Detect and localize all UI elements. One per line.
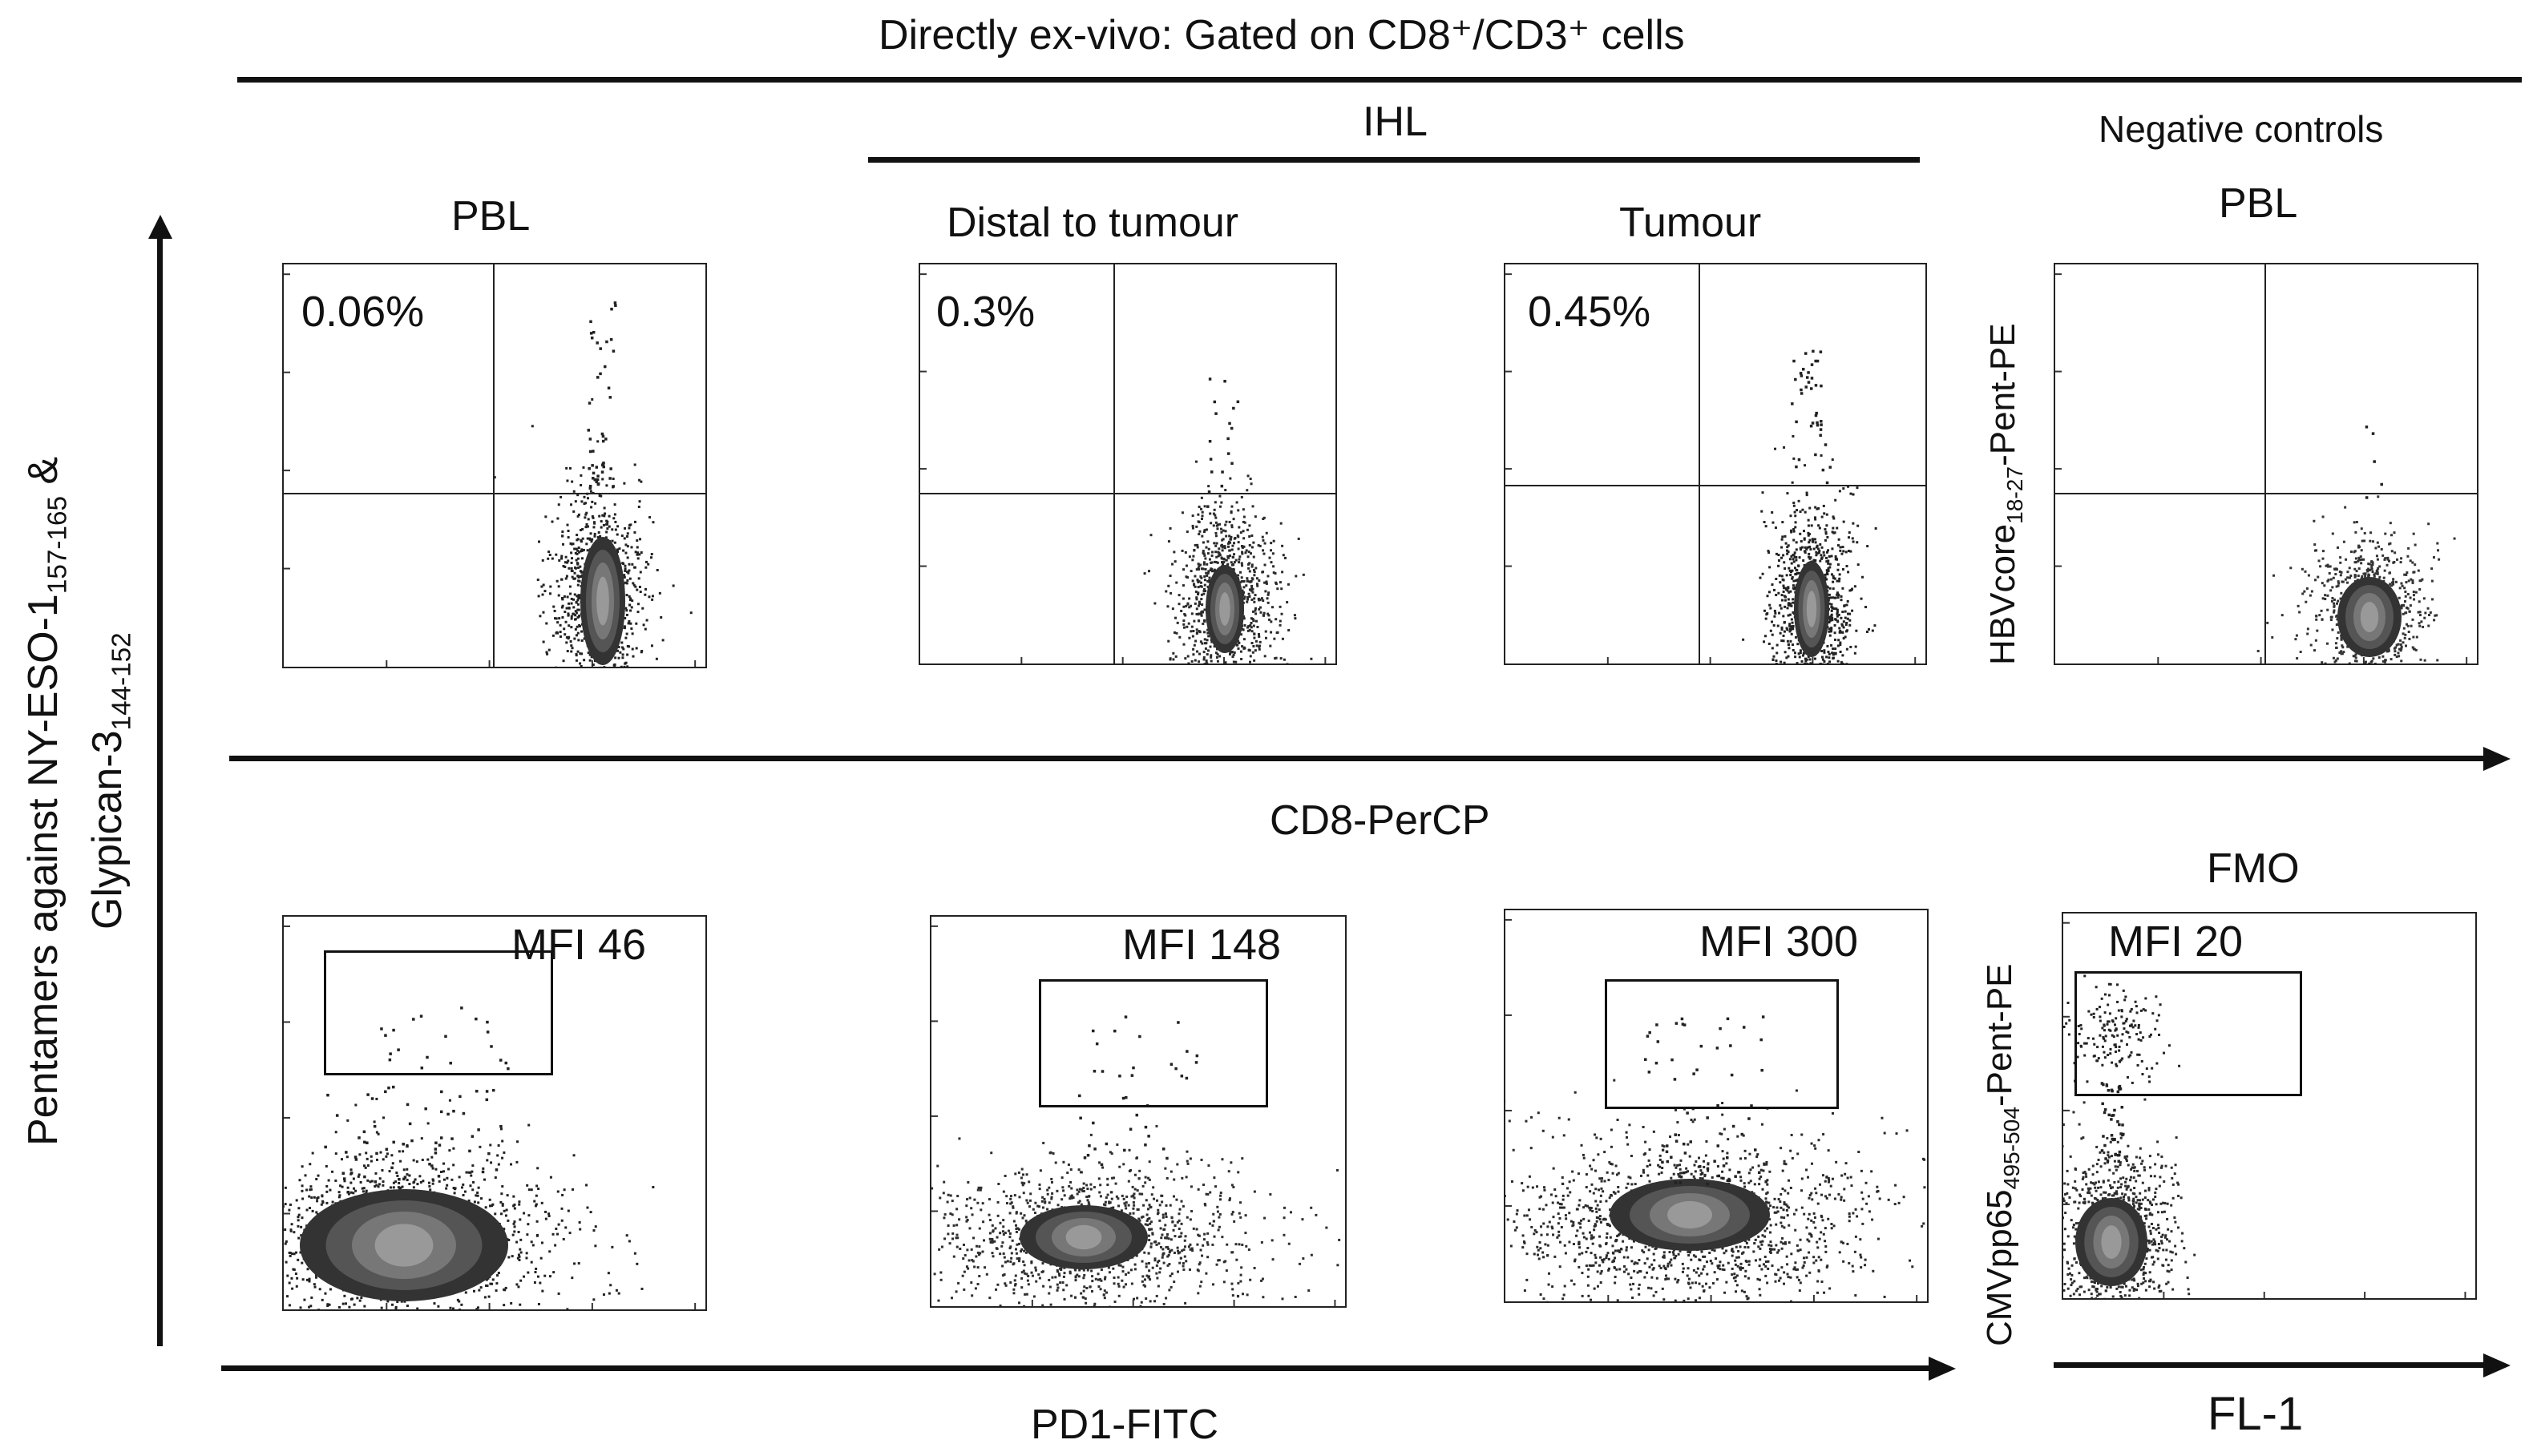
density-core (1610, 1179, 1770, 1251)
plot-tumour-cd8 (1504, 263, 1927, 665)
plot-distal-pd1 (930, 915, 1347, 1308)
panel-title-tumour: Tumour (1619, 200, 1762, 246)
plot-fmo-fl1-svg (2063, 922, 2466, 1298)
density-core (2337, 577, 2402, 657)
bottom-x-axis-arrowhead (1929, 1357, 1956, 1381)
top-x-axis-line (229, 756, 2485, 761)
sparse-events (324, 1085, 503, 1184)
axis-ticks (1505, 273, 1917, 663)
neg-bottom-y-label: CMVpp65495-504-Pent-PE (1980, 963, 2024, 1346)
sparse-events (1791, 349, 1832, 485)
axis-ticks (931, 925, 1336, 1306)
ihl-rule (868, 157, 1920, 163)
fl1-axis-line (2054, 1362, 2485, 1368)
header-rule (237, 77, 2522, 83)
y-axis-label-line1: Pentamers against NY-ESO-1157-165 & (20, 456, 73, 1146)
axis-ticks (2055, 273, 2468, 663)
sparse-events (380, 1006, 510, 1071)
sparse-events (1078, 1094, 1169, 1167)
y-axis-label-line2: Glypican-3144-152 (84, 632, 137, 930)
gate-tumour (1605, 979, 1839, 1109)
gate-distal (1039, 979, 1268, 1107)
plot-pbl-cd8-svg (284, 264, 705, 667)
plot-distal-cd8-svg (920, 264, 1335, 663)
annotation-pbl-pct: 0.06% (301, 288, 425, 336)
top-x-axis-arrowhead (2483, 747, 2511, 771)
sparse-events (587, 301, 617, 488)
plot-neg-pbl-cd8 (2054, 263, 2478, 665)
fl1-axis-arrowhead (2483, 1353, 2511, 1377)
plot-distal-cd8 (919, 263, 1337, 665)
density-core (300, 1189, 508, 1301)
plot-fmo-fl1 (2062, 912, 2477, 1300)
fl1-axis-label: FL-1 (2208, 1388, 2304, 1440)
sparse-events (2365, 426, 2383, 499)
sparse-events (1206, 377, 1240, 508)
y-axis-arrow-line (157, 232, 163, 1346)
plot-pbl-cd8 (282, 263, 707, 668)
gate-fmo (2074, 971, 2302, 1096)
annotation-fmo-mfi: MFI 20 (2108, 918, 2244, 966)
sparse-events (1091, 1015, 1199, 1080)
panel-title-distal: Distal to tumour (947, 200, 1239, 246)
figure-title: Directly ex-vivo: Gated on CD8⁺/CD3⁺ cel… (879, 12, 1685, 58)
negative-controls-label: Negative controls (2099, 108, 2384, 150)
axis-ticks (920, 273, 1327, 663)
neg-top-y-label: HBVcore18-27-Pent-PE (1983, 323, 2027, 665)
top-x-axis-label: CD8-PerCP (1270, 797, 1490, 844)
annotation-tumour-mfi: MFI 300 (1699, 918, 1859, 966)
sparse-events (588, 434, 608, 490)
plot-tumour-pd1-svg (1505, 918, 1926, 1301)
density-core (2075, 1198, 2147, 1286)
density-core (580, 537, 625, 665)
panel-title-neg-pbl: PBL (2219, 180, 2298, 227)
sparse-events (1644, 1015, 1765, 1081)
bottom-x-axis-label: PD1-FITC (1031, 1402, 1218, 1448)
plot-pbl-pd1-svg (284, 925, 697, 1309)
event-cloud (931, 1124, 1341, 1306)
plot-distal-pd1-svg (931, 925, 1341, 1306)
density-core (1794, 561, 1829, 657)
panel-title-fmo: FMO (2207, 845, 2300, 892)
plot-pbl-pd1 (282, 915, 707, 1311)
sparse-events (1661, 1103, 1767, 1186)
panel-title-pbl: PBL (451, 193, 531, 240)
gate-pbl (324, 950, 553, 1075)
axis-ticks (1505, 918, 1918, 1301)
plot-neg-pbl-cd8-svg (2055, 264, 2477, 663)
annotation-tumour-pct: 0.45% (1528, 288, 1651, 336)
axis-ticks (284, 273, 697, 667)
density-core (1206, 565, 1244, 653)
axis-ticks (284, 925, 697, 1309)
sparse-events (2100, 1082, 2125, 1163)
annotation-pbl-mfi: MFI 46 (511, 921, 647, 969)
bottom-x-axis-line (221, 1365, 1932, 1371)
plot-tumour-cd8-svg (1505, 264, 1925, 663)
density-core (1020, 1205, 1148, 1269)
plot-tumour-pd1 (1504, 909, 1929, 1303)
annotation-distal-pct: 0.3% (936, 288, 1036, 336)
ihl-label: IHL (1363, 99, 1428, 145)
annotation-distal-mfi: MFI 148 (1122, 921, 1282, 969)
y-axis-arrowhead (148, 215, 172, 239)
